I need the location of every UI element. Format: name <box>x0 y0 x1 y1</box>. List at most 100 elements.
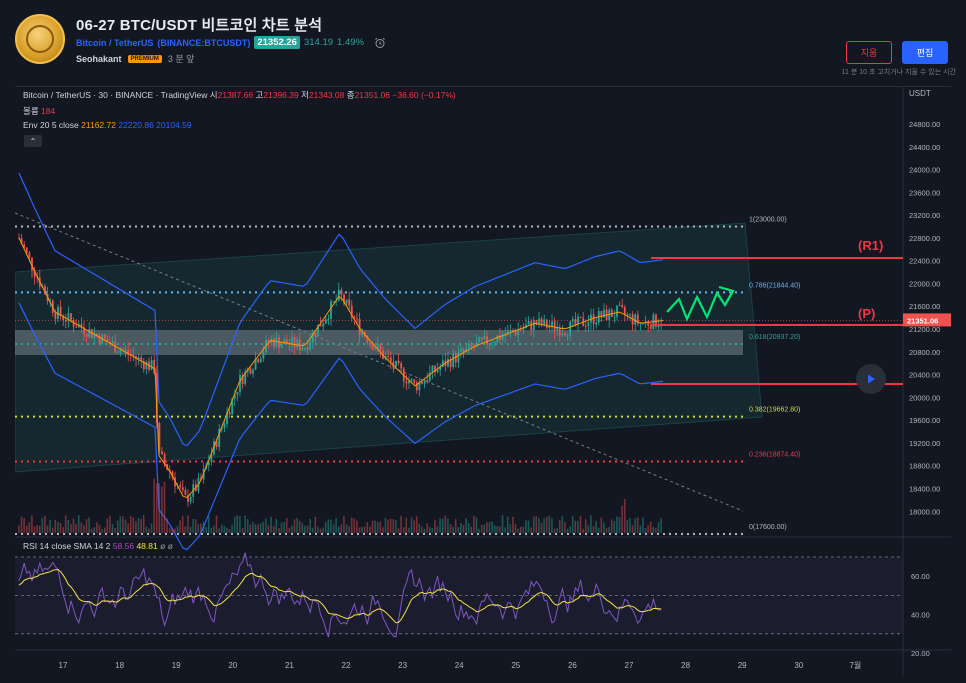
price-chart[interactable]: USDT24800.0024400.0024000.0023600.002320… <box>15 87 951 677</box>
volume-bar <box>374 520 376 533</box>
volume-bar <box>592 525 595 533</box>
open-label: 시 <box>209 90 218 100</box>
chart-container[interactable]: USDT 24800.00 24400.00 24000.00 23600.00 2320… <box>15 86 951 677</box>
candle-body <box>493 342 496 344</box>
volume-bar <box>38 525 41 533</box>
candle-body <box>361 331 364 336</box>
volume-bar <box>428 526 431 533</box>
volume-bar <box>376 521 379 533</box>
volume-bar <box>280 522 283 533</box>
candle-body <box>153 360 156 374</box>
price-tick-label: 23200.00 <box>909 211 940 220</box>
candle-body <box>621 304 624 308</box>
alarm-clock-icon[interactable] <box>374 37 386 49</box>
volume-bar <box>88 517 90 533</box>
candle-body <box>561 333 564 336</box>
candle-body <box>324 319 327 324</box>
rsi-value: 58.56 <box>112 541 135 551</box>
volume-bar <box>153 478 155 533</box>
volume-bar <box>41 518 44 533</box>
play-icon <box>868 374 875 384</box>
volume-bar <box>158 483 161 533</box>
pivot-label: (P) <box>858 306 875 321</box>
price-tick-label: 22000.00 <box>909 279 940 288</box>
volume-bar <box>129 516 132 533</box>
price-tick-label: 22400.00 <box>909 257 940 266</box>
candle-body <box>228 412 231 415</box>
volume-bar <box>93 526 96 533</box>
volume-bar <box>343 516 345 533</box>
volume-bar <box>116 520 119 533</box>
volume-bar <box>530 527 532 533</box>
volume-bar <box>114 528 116 533</box>
candle-body <box>64 320 67 322</box>
candle-body <box>283 339 286 344</box>
volume-bar <box>413 520 415 533</box>
candle-body <box>25 247 28 253</box>
volume-legend: 볼륨 184 <box>23 105 55 117</box>
candle-body <box>358 318 361 336</box>
candle-body <box>72 320 75 327</box>
symbol-name-link[interactable]: Bitcoin / TetherUS <box>76 37 154 48</box>
symbol-interval: Bitcoin / TetherUS · 30 · BINANCE · Trad… <box>23 90 208 100</box>
volume-bar <box>397 528 400 533</box>
delete-button[interactable]: 지움 <box>846 41 892 64</box>
volume-bar <box>324 522 327 533</box>
volume-bar <box>348 526 350 533</box>
time-tick-label: 29 <box>738 661 747 670</box>
chevron-up-icon[interactable]: ⌃ <box>24 135 42 147</box>
edit-button[interactable]: 편집 <box>902 41 948 64</box>
candle-body <box>551 321 553 327</box>
volume-bar <box>421 526 423 533</box>
volume-bar <box>657 521 660 533</box>
volume-bar <box>584 519 587 533</box>
candle-body <box>397 360 400 364</box>
envelope-upper <box>18 172 664 447</box>
volume-bar <box>613 521 616 533</box>
volume-bar <box>548 515 551 533</box>
play-button[interactable] <box>856 364 886 394</box>
candle-body <box>272 338 275 347</box>
volume-bar <box>603 522 605 533</box>
author-name[interactable]: Seohakant <box>76 53 122 64</box>
candle-body <box>647 321 650 326</box>
candle-body <box>59 306 62 317</box>
volume-bar <box>415 516 418 533</box>
candle-body <box>603 309 605 318</box>
volume-bar <box>194 519 197 533</box>
volume-bar <box>288 527 291 533</box>
time-tick-label: 28 <box>681 661 690 670</box>
volume-bar <box>486 522 488 533</box>
candle-body <box>179 485 182 488</box>
volume-bar <box>519 526 522 533</box>
candle-body <box>545 319 548 328</box>
price-tick-label: 24800.00 <box>909 120 940 129</box>
volume-bar <box>106 518 109 533</box>
volume-bar <box>556 527 558 533</box>
published-time: 3 분 앞 <box>167 54 195 64</box>
fib-level-label: 0.382(19662.80) <box>749 407 800 414</box>
volume-bar <box>72 518 75 533</box>
candle-body <box>441 360 444 367</box>
volume-bar <box>558 520 561 533</box>
volume-bar <box>122 516 124 533</box>
volume-bar <box>493 525 496 533</box>
rsi-legend: RSI 14 close SMA 14 2 58.56 48.81 ø ø <box>23 541 173 551</box>
candle-body <box>535 320 538 325</box>
volume-bar <box>132 517 135 533</box>
volume-bar <box>605 528 608 533</box>
volume-bar <box>44 516 46 533</box>
volume-bar <box>192 519 194 533</box>
volume-bar <box>410 517 413 533</box>
volume-bar <box>660 518 662 533</box>
open-value: 21387.66 <box>217 90 254 100</box>
candle-body <box>371 342 374 350</box>
rsi-label: RSI 14 close SMA 14 2 <box>23 541 111 551</box>
candle-body <box>517 329 520 335</box>
symbol-code-link[interactable]: (BINANCE:BTCUSDT) <box>157 37 251 48</box>
candle-body <box>124 349 127 351</box>
author-avatar[interactable] <box>15 14 65 64</box>
volume-bar <box>652 526 655 533</box>
candle-body <box>187 494 189 502</box>
volume-bar <box>90 528 93 533</box>
